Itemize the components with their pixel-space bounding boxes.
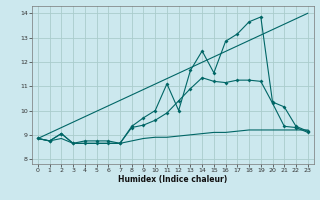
X-axis label: Humidex (Indice chaleur): Humidex (Indice chaleur) (118, 175, 228, 184)
